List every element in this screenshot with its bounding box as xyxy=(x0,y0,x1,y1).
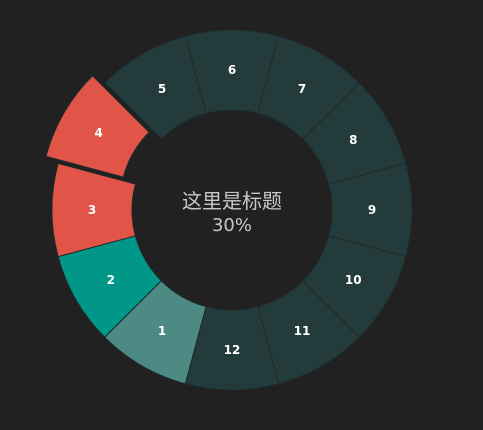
segment-label-5: 5 xyxy=(158,82,166,96)
segment-label-9: 9 xyxy=(368,203,376,217)
segment-label-4: 4 xyxy=(94,126,102,140)
segment-label-10: 10 xyxy=(345,273,362,287)
center-title: 这里是标题 xyxy=(182,189,282,213)
segment-label-6: 6 xyxy=(228,63,236,77)
donut-segments xyxy=(45,29,413,391)
center-value: 30% xyxy=(212,215,252,236)
segment-label-12: 12 xyxy=(224,343,241,357)
segment-label-11: 11 xyxy=(294,324,311,338)
donut-segment-4[interactable] xyxy=(45,75,150,178)
donut-segment-12[interactable] xyxy=(184,305,280,391)
donut-segment-3[interactable] xyxy=(51,162,137,258)
segment-label-1: 1 xyxy=(158,324,166,338)
segment-label-2: 2 xyxy=(107,273,115,287)
segment-label-7: 7 xyxy=(298,82,306,96)
segment-label-3: 3 xyxy=(88,203,96,217)
segment-label-8: 8 xyxy=(349,133,357,147)
